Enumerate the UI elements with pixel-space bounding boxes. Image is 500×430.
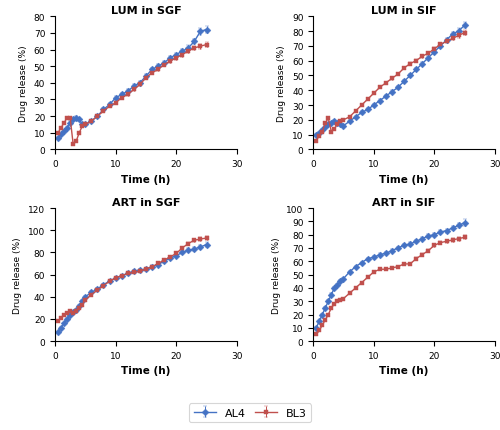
Y-axis label: Drug release (%): Drug release (%) [14, 237, 22, 313]
Title: LUM in SIF: LUM in SIF [372, 6, 437, 16]
Legend: AL4, BL3: AL4, BL3 [189, 403, 311, 422]
Y-axis label: Drug release (%): Drug release (%) [278, 46, 286, 122]
X-axis label: Time (h): Time (h) [121, 366, 170, 375]
Title: LUM in SGF: LUM in SGF [110, 6, 181, 16]
X-axis label: Time (h): Time (h) [121, 174, 170, 184]
Title: ART in SGF: ART in SGF [112, 198, 180, 208]
Y-axis label: Drug release (%): Drug release (%) [19, 46, 28, 122]
X-axis label: Time (h): Time (h) [380, 174, 429, 184]
X-axis label: Time (h): Time (h) [380, 366, 429, 375]
Y-axis label: Drug release (%): Drug release (%) [272, 237, 280, 313]
Title: ART in SIF: ART in SIF [372, 198, 436, 208]
